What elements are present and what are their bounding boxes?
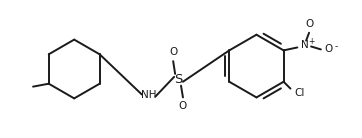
Text: O: O: [179, 101, 187, 111]
Text: O: O: [325, 44, 333, 54]
Text: -: -: [335, 42, 338, 51]
Text: N: N: [301, 40, 309, 51]
Text: NH: NH: [141, 90, 156, 100]
Text: +: +: [308, 37, 314, 46]
Text: Cl: Cl: [294, 88, 304, 99]
Text: S: S: [174, 73, 182, 86]
Text: O: O: [305, 19, 313, 29]
Text: O: O: [169, 47, 177, 57]
